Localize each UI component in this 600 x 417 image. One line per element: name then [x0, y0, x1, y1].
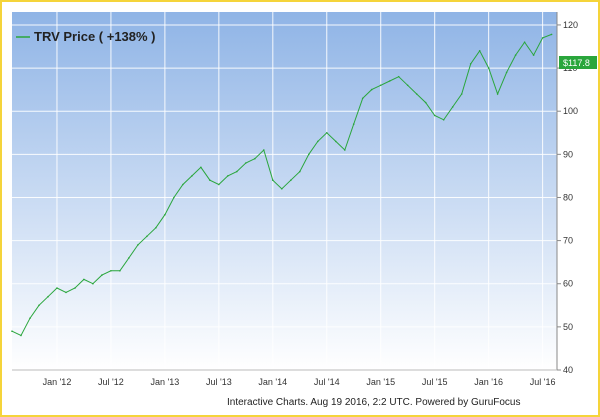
x-tick-label: Jul '15	[422, 377, 448, 387]
data-point	[370, 88, 373, 91]
data-point	[514, 54, 517, 56]
y-tick-label: 90	[563, 149, 573, 159]
y-tick-label: 40	[563, 365, 573, 375]
data-point	[191, 175, 193, 177]
current-value-badge: $117.8	[559, 56, 597, 69]
y-tick-label: 100	[563, 106, 578, 116]
data-point	[352, 123, 355, 125]
data-point	[182, 183, 184, 186]
data-point	[209, 179, 211, 181]
data-point	[11, 330, 13, 333]
y-tick-label: 50	[563, 322, 573, 332]
series-points	[11, 33, 553, 337]
data-point	[92, 282, 94, 285]
data-point	[236, 170, 238, 173]
data-point	[200, 166, 202, 169]
data-point	[38, 304, 40, 307]
x-tick-label: Jul '13	[206, 377, 232, 387]
data-point	[415, 93, 418, 95]
data-point	[299, 170, 301, 173]
y-tick-label: 60	[563, 279, 573, 289]
data-point	[218, 183, 220, 186]
y-tick-label: 80	[563, 192, 573, 202]
plot-background	[12, 12, 557, 370]
data-point	[74, 287, 76, 289]
data-point	[496, 93, 499, 95]
data-point	[424, 101, 427, 104]
data-point	[335, 140, 337, 143]
data-point	[173, 196, 175, 199]
data-point	[272, 179, 274, 181]
data-point	[20, 334, 22, 337]
data-point	[137, 244, 139, 246]
x-tick-label: Jan '13	[151, 377, 180, 387]
data-point	[146, 235, 148, 238]
data-point	[433, 114, 436, 117]
data-point	[164, 213, 166, 216]
data-point	[227, 175, 229, 177]
credit-text: Interactive Charts. Aug 19 2016, 2:2 UTC…	[227, 397, 520, 408]
data-point	[397, 75, 400, 78]
data-point	[505, 71, 508, 74]
x-tick-label: Jul '14	[314, 377, 340, 387]
data-point	[361, 97, 364, 100]
x-tick-label: Jan '14	[258, 377, 287, 387]
data-point	[263, 149, 265, 151]
data-point	[406, 84, 409, 87]
data-point	[523, 41, 526, 43]
x-tick-label: Jul '12	[98, 377, 124, 387]
data-point	[344, 149, 346, 151]
data-point	[326, 132, 328, 134]
x-tick-label: Jul '16	[530, 377, 556, 387]
x-tick-label: Jan '15	[366, 377, 395, 387]
data-point	[379, 84, 382, 87]
y-tick-label: 70	[563, 236, 573, 246]
data-point	[155, 226, 157, 229]
data-point	[478, 50, 481, 52]
y-axis-ticks: 405060708090100110120	[557, 20, 578, 375]
data-point	[101, 274, 103, 276]
data-point	[451, 106, 454, 108]
data-point	[541, 37, 544, 39]
data-point	[388, 80, 391, 82]
current-value-label: $117.8	[563, 58, 590, 68]
data-point	[245, 162, 247, 164]
data-point	[119, 270, 121, 272]
x-axis-ticks: Jan '12 Jul '12 Jan '13 Jul '13 Jan '14 Jul '…	[43, 377, 556, 387]
data-point	[550, 33, 553, 36]
data-point	[128, 257, 130, 259]
legend-label: TRV Price ( +138% )	[34, 29, 156, 44]
legend[interactable]: TRV Price ( +138% )	[16, 29, 156, 44]
data-point	[83, 278, 85, 281]
data-point	[487, 67, 490, 69]
data-point	[308, 153, 310, 156]
data-point	[317, 140, 319, 143]
data-point	[469, 63, 472, 65]
x-tick-label: Jan '12	[43, 377, 72, 387]
data-point	[65, 291, 67, 294]
y-tick-label: 120	[563, 20, 578, 30]
data-point	[442, 119, 445, 121]
x-tick-label: Jan '16	[474, 377, 503, 387]
data-point	[281, 188, 283, 190]
data-point	[47, 295, 49, 298]
data-point	[254, 157, 256, 160]
data-point	[29, 317, 31, 320]
data-point	[532, 54, 535, 56]
data-point	[110, 270, 112, 272]
data-point	[290, 179, 292, 181]
current-value-badge-bg	[559, 56, 597, 69]
data-point	[56, 287, 58, 289]
data-point	[460, 93, 463, 95]
